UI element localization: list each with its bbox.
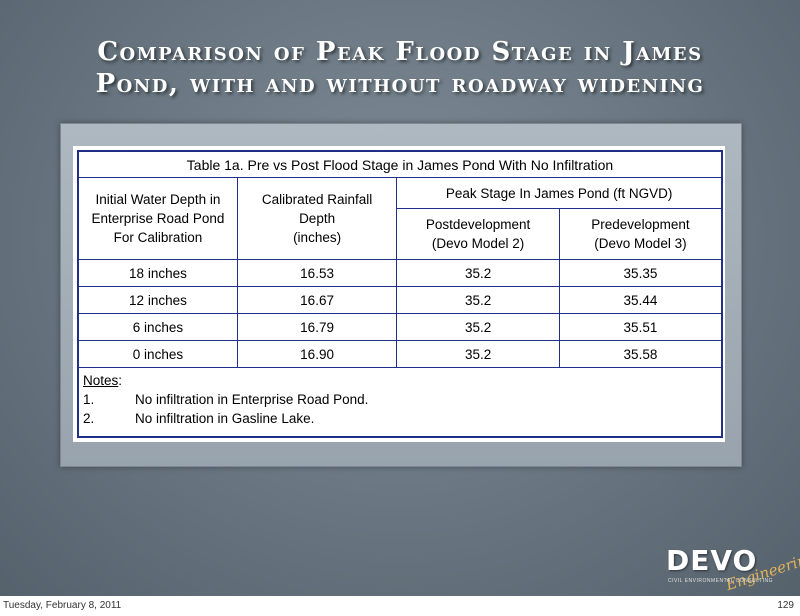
slide-title: Comparison of Peak Flood Stage in James … <box>20 36 780 100</box>
header-text: Depth <box>299 211 336 226</box>
slide-footer: Tuesday, February 8, 2011 129 <box>0 596 800 616</box>
table-cell: 16.79 <box>236 313 398 341</box>
header-text: Initial Water Depth in <box>95 192 221 207</box>
table-cell: 18 inches <box>77 259 238 287</box>
table-row: 12 inches 16.67 35.2 35.44 <box>77 286 723 314</box>
header-text: (Devo Model 3) <box>594 236 687 251</box>
notes-heading: Notes: <box>83 372 717 390</box>
table-cell: 12 inches <box>77 286 238 314</box>
note-item: 2. No infiltration in Gasline Lake. <box>83 409 717 428</box>
table-cell: 35.2 <box>396 259 560 287</box>
note-number: 2. <box>83 411 95 426</box>
table-card: Table 1a. Pre vs Post Flood Stage in Jam… <box>73 146 725 442</box>
slide-background: Comparison of Peak Flood Stage in James … <box>0 0 800 596</box>
page-number: 129 <box>777 600 794 611</box>
header-calibrated-rainfall: Calibrated Rainfall Depth (inches) <box>236 177 398 260</box>
table-cell: 35.2 <box>396 313 560 341</box>
table-caption: Table 1a. Pre vs Post Flood Stage in Jam… <box>77 150 723 178</box>
table-cell: 35.51 <box>558 313 723 341</box>
slide-title-line-1: Comparison of Peak Flood Stage in James <box>97 37 703 67</box>
note-text: No infiltration in Enterprise Road Pond. <box>135 392 369 407</box>
table-row: 6 inches 16.79 35.2 35.51 <box>77 313 723 341</box>
notes-section: Notes: 1. No infiltration in Enterprise R… <box>77 367 723 438</box>
slide-title-line-2: Pond, with and without roadway widening <box>95 69 705 99</box>
devo-engineering-logo: DEVO Engineering CIVIL ENVIRONMENTAL CON… <box>666 544 800 594</box>
header-predevelopment: Predevelopment (Devo Model 3) <box>558 208 723 260</box>
header-text: (inches) <box>293 230 342 245</box>
header-text: Calibrated Rainfall <box>261 192 373 207</box>
table-cell: 16.90 <box>236 340 398 368</box>
note-number: 1. <box>83 392 95 407</box>
header-text: Postdevelopment <box>425 217 531 232</box>
logo-tagline: CIVIL ENVIRONMENTAL CONSULTING <box>668 578 774 584</box>
flood-stage-table: Table 1a. Pre vs Post Flood Stage in Jam… <box>77 150 723 438</box>
header-text: For Calibration <box>113 230 203 245</box>
header-text: Predevelopment <box>591 217 690 232</box>
footer-date: Tuesday, February 8, 2011 <box>3 600 122 611</box>
header-postdevelopment: Postdevelopment (Devo Model 2) <box>396 208 560 260</box>
table-cell: 16.53 <box>236 259 398 287</box>
notes-title: Notes <box>83 373 119 388</box>
notes-colon: : <box>118 373 123 388</box>
table-cell: 35.35 <box>558 259 723 287</box>
header-text: (Devo Model 2) <box>431 236 525 251</box>
note-text: No infiltration in Gasline Lake. <box>135 411 315 426</box>
note-item: 1. No infiltration in Enterprise Road Pon… <box>83 390 717 409</box>
table-cell: 35.2 <box>396 340 560 368</box>
logo-name: DEVO <box>666 544 758 577</box>
table-cell: 6 inches <box>77 313 238 341</box>
table-cell: 0 inches <box>77 340 238 368</box>
header-initial-water-depth: Initial Water Depth in Enterprise Road P… <box>77 177 238 260</box>
table-cell: 35.44 <box>558 286 723 314</box>
table-cell: 16.67 <box>236 286 398 314</box>
table-row: 0 inches 16.90 35.2 35.58 <box>77 340 723 368</box>
table-cell: 35.2 <box>396 286 560 314</box>
table-cell: 35.58 <box>558 340 723 368</box>
header-text: Enterprise Road Pond <box>91 211 225 226</box>
table-row: 18 inches 16.53 35.2 35.35 <box>77 259 723 287</box>
header-peak-stage-group: Peak Stage In James Pond (ft NGVD) <box>396 177 723 209</box>
